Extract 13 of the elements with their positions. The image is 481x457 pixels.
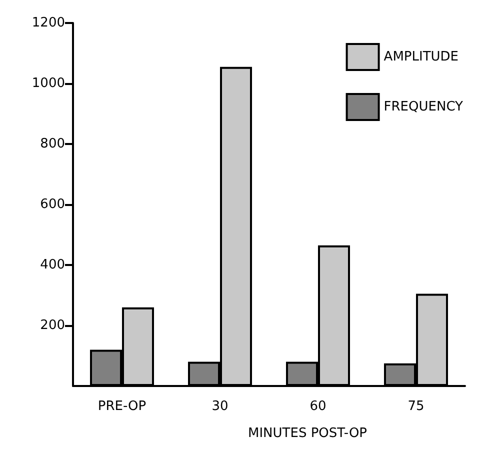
x-tick-label: 60 (310, 399, 326, 414)
y-tick-label: 200 (40, 318, 65, 333)
legend-label: FREQUENCY (384, 100, 464, 114)
y-tick-label: 1000 (32, 76, 65, 91)
legend-label: AMPLITUDE (384, 50, 459, 64)
y-tick-label: 800 (40, 136, 65, 152)
y-tick-label: 400 (40, 258, 65, 272)
x-tick-label: PRE-OP (98, 399, 146, 414)
y-tick-label: 600 (40, 197, 65, 212)
x-tick-label: 30 (212, 399, 228, 414)
x-axis-title: MINUTES POST-OP (248, 426, 368, 441)
x-tick-label: 75 (408, 399, 424, 414)
y-tick-label: 1200 (32, 16, 65, 30)
